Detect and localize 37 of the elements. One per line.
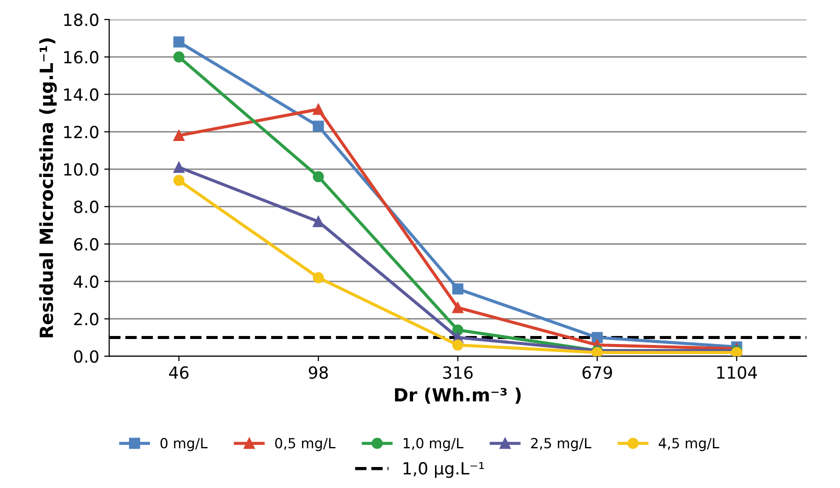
point (312, 120, 324, 132)
point (312, 272, 324, 284)
y-tick-label: 6.0 (74, 238, 98, 251)
point (173, 162, 184, 173)
point (452, 283, 464, 294)
y-tick-label: 14.0 (64, 88, 98, 101)
y-tick-label: 8.0 (74, 200, 98, 214)
point (173, 51, 184, 62)
x-axis-title: Dr (Wh.m⁻³ ) (395, 388, 521, 404)
point (592, 332, 603, 344)
legend-label: 0,5 mg/L (275, 438, 336, 452)
point (312, 171, 324, 182)
point (173, 174, 184, 186)
legend-label: 2,5 mg/L (531, 438, 592, 452)
y-tick-label: 18.0 (64, 13, 98, 26)
x-tick-label: 46 (169, 366, 188, 379)
point (312, 216, 324, 228)
y-tick-label: 4.0 (74, 275, 98, 288)
legend-label: 1,0 µg.L⁻¹ (404, 462, 484, 478)
x-tick-label: 679 (582, 366, 612, 379)
y-tick-label: 0.0 (74, 350, 98, 363)
x-tick-label: 98 (308, 366, 328, 379)
y-tick-label: 16.0 (64, 50, 98, 64)
point (173, 130, 184, 142)
x-tick-label: 1104 (717, 366, 757, 379)
point (173, 36, 184, 48)
y-tick-label: 10.0 (64, 163, 98, 176)
point (452, 339, 464, 351)
point (452, 302, 464, 314)
legend-label: 4,5 mg/L (658, 438, 720, 452)
legend-label: 1,0 mg/L (404, 438, 464, 452)
y-axis-title: Residual Microcistina (µg.L⁻¹) (39, 38, 57, 338)
y-tick-label: 12.0 (64, 126, 98, 138)
legend-label: 0 mg/L (160, 438, 208, 452)
point (312, 104, 324, 115)
x-tick-label: 316 (443, 366, 473, 379)
y-tick-label: 2.0 (74, 312, 98, 326)
